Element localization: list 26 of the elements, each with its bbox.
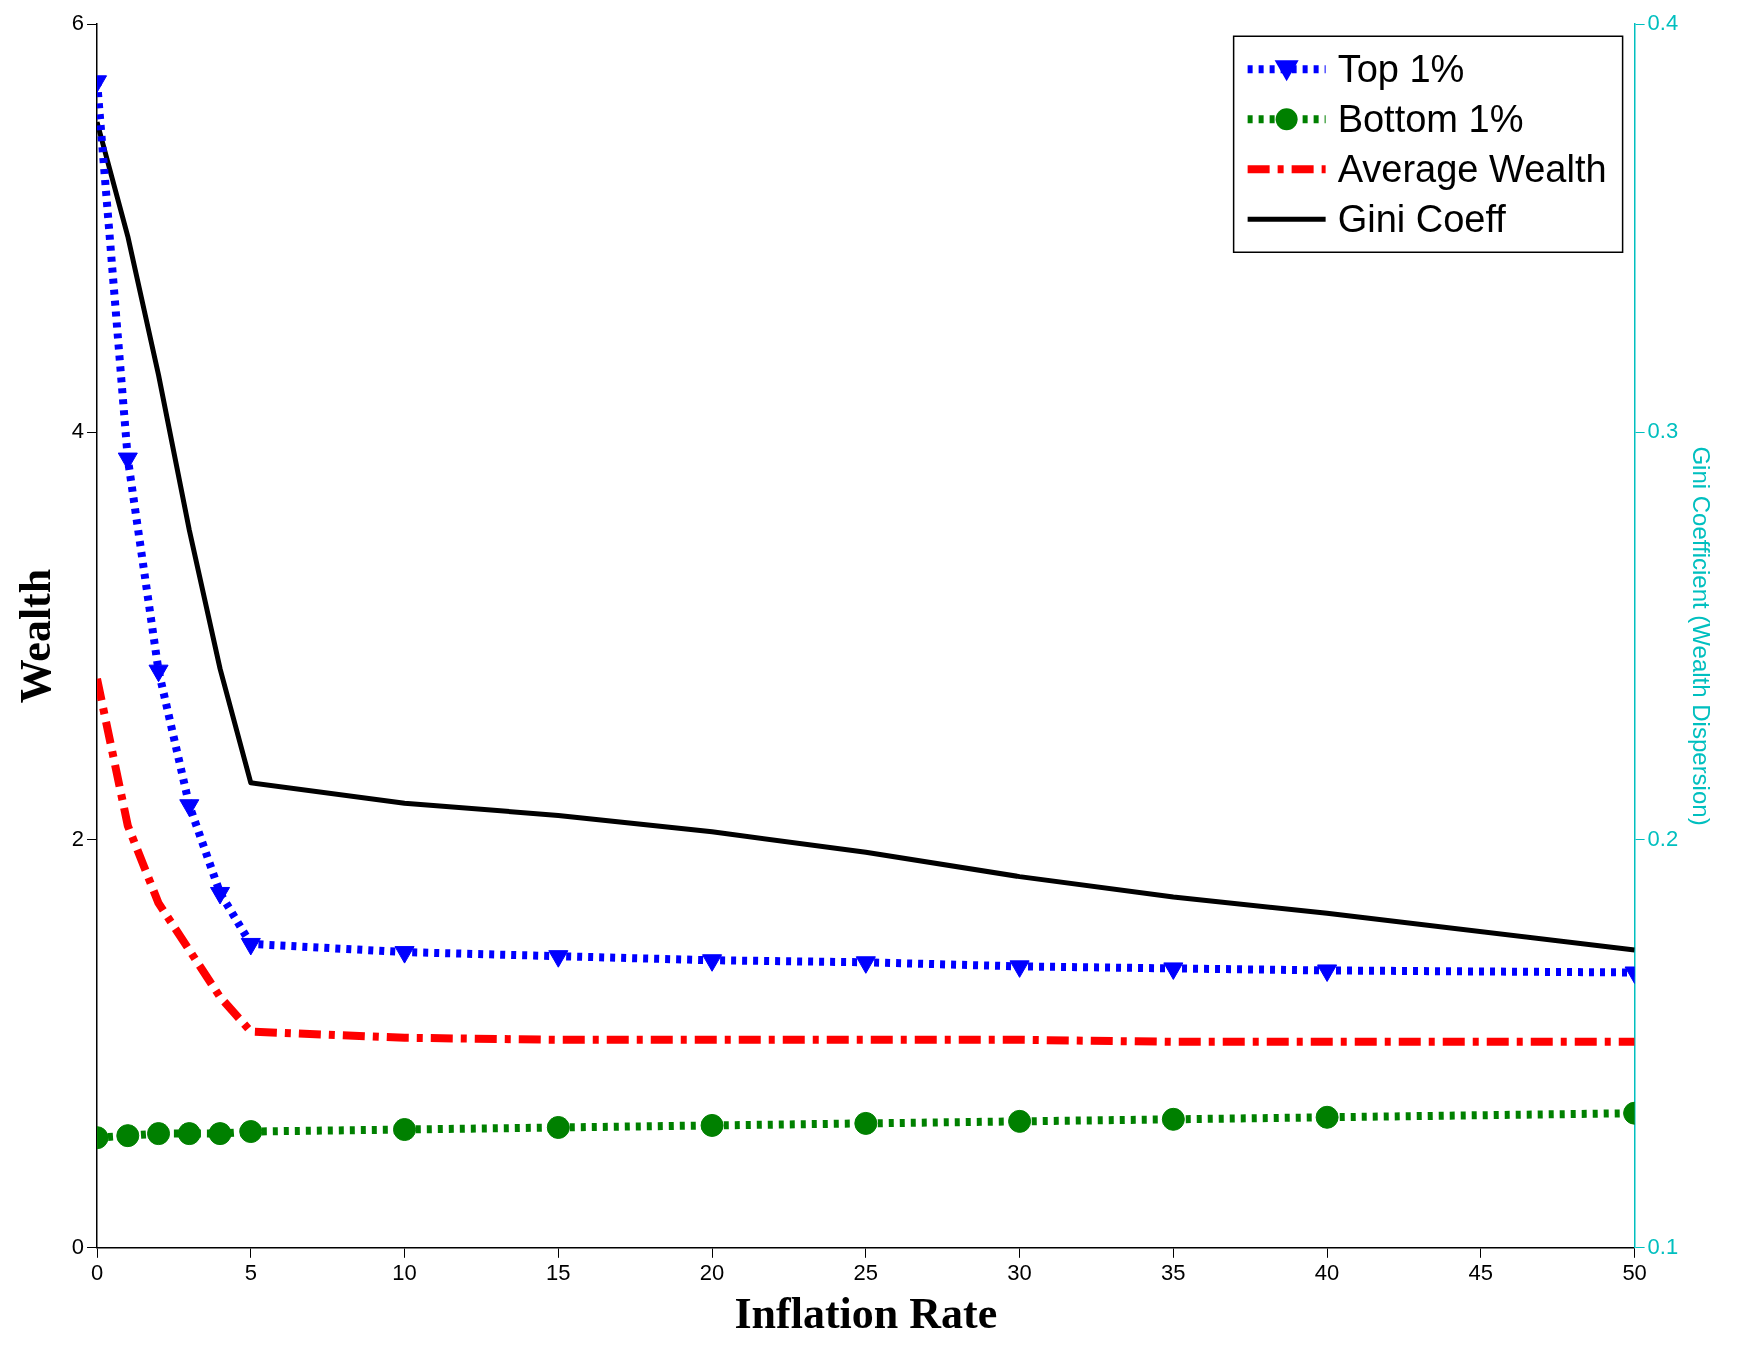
- y-tick-label: 0: [71, 1233, 85, 1259]
- x-tick-label: 0: [90, 1260, 104, 1286]
- y-axis-title: Wealth: [10, 568, 60, 704]
- y2-tick-label: 0.1: [1647, 1233, 1679, 1259]
- y2-tick-label: 0.4: [1647, 10, 1679, 36]
- y2-tick-label: 0.2: [1647, 826, 1679, 851]
- legend-label: Average Wealth: [1337, 147, 1607, 190]
- x-tick-label: 20: [699, 1260, 725, 1286]
- x-tick-label: 30: [1007, 1260, 1032, 1286]
- y2-tick-label: 0.3: [1647, 418, 1679, 444]
- legend-label: Gini Coeff: [1337, 197, 1507, 240]
- y-tick-label: 2: [71, 826, 85, 851]
- x-tick-label: 40: [1314, 1260, 1340, 1286]
- x-tick-label: 35: [1161, 1260, 1186, 1286]
- x-tick-label: 50: [1622, 1260, 1647, 1286]
- legend-label: Top 1%: [1337, 47, 1465, 90]
- x-axis-title: Inflation Rate: [734, 1288, 998, 1338]
- y2-axis-title: Gini Coefficient (Wealth Dispersion): [1687, 446, 1715, 826]
- legend-label: Bottom 1%: [1337, 97, 1524, 140]
- x-tick-label: 15: [546, 1260, 571, 1286]
- x-tick-label: 25: [853, 1260, 879, 1286]
- x-tick-label: 45: [1468, 1260, 1494, 1286]
- y-tick-label: 4: [71, 418, 85, 444]
- y-tick-label: 6: [71, 10, 85, 36]
- x-tick-label: 10: [392, 1260, 417, 1286]
- x-tick-label: 5: [244, 1260, 257, 1286]
